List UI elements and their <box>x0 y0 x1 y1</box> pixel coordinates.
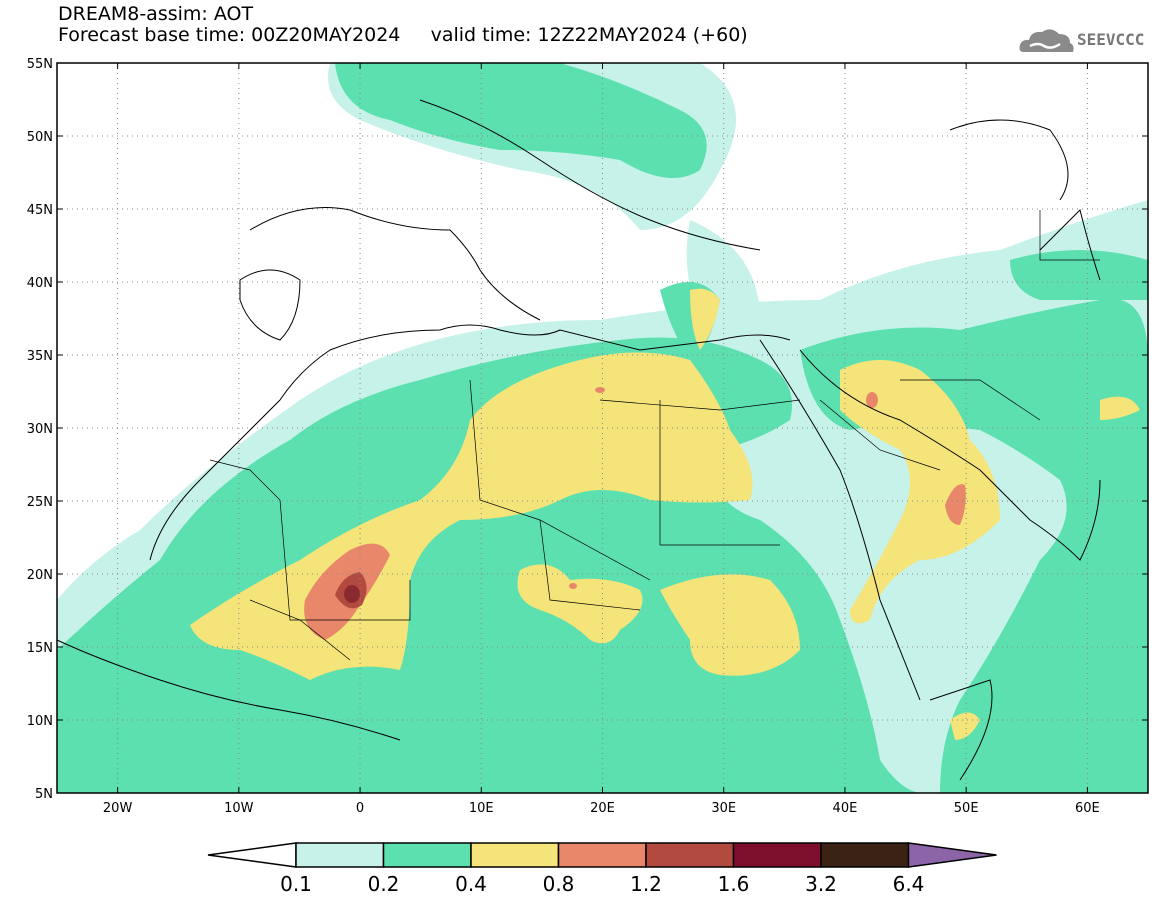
lat-tick-label: 55N <box>27 57 53 72</box>
colorbar-segment <box>382 842 472 868</box>
colorbar-level-label: 0.4 <box>455 872 487 896</box>
lat-tick-label: 10N <box>27 714 53 729</box>
lon-tick-label: 10W <box>224 801 254 816</box>
lon-tick-label: 60E <box>1075 801 1100 816</box>
colorbar-level-label: 0.2 <box>367 872 400 896</box>
lon-tick-label: 50E <box>954 801 979 816</box>
forecast-time-line: Forecast base time: 00Z20MAY2024 valid t… <box>58 24 748 46</box>
logo-text: SEEVCCC <box>1077 30 1145 49</box>
lat-tick-label: 5N <box>35 787 53 802</box>
lat-tick-label: 45N <box>27 203 53 218</box>
colorbar-level-label: 0.1 <box>280 872 312 896</box>
colorbar-level-label: 1.6 <box>717 872 750 896</box>
lon-tick-label: 10E <box>469 801 494 816</box>
colorbar-level-label: 1.2 <box>630 872 662 896</box>
lat-tick-label: 35N <box>27 349 53 364</box>
coastlines <box>56 99 1101 781</box>
lat-tick-labels: 55N 50N 45N 40N 35N 30N 25N 20N 15N 10N 5N <box>27 57 53 802</box>
lat-tick-label: 40N <box>27 276 53 291</box>
colorbar-segment <box>295 842 385 868</box>
country-borders <box>209 210 1100 661</box>
colorbar-segment <box>470 842 560 868</box>
aot-field <box>57 63 1148 793</box>
lon-tick-label: 0 <box>356 801 364 816</box>
lat-tick-label: 20N <box>27 568 53 583</box>
lon-tick-labels: 20W 10W 0 10E 20E 30E 40E 50E 60E <box>103 801 1100 816</box>
lon-tick-label: 30E <box>711 801 736 816</box>
colorbar-under-triangle <box>207 842 297 868</box>
cloud-logo-icon <box>1019 29 1074 52</box>
colorbar-level-label: 0.8 <box>542 872 575 896</box>
graticule <box>57 63 1148 793</box>
lon-tick-label: 20E <box>590 801 615 816</box>
map-title: DREAM8-assim: AOT <box>58 3 254 25</box>
colorbar-level-label: 6.4 <box>892 872 925 896</box>
colorbar-over-triangle <box>907 842 997 868</box>
colorbar-segment <box>557 842 647 868</box>
lat-tick-label: 15N <box>27 641 53 656</box>
colorbar-segment <box>645 842 735 868</box>
lon-tick-label: 20W <box>103 801 133 816</box>
lon-tick-label: 40E <box>833 801 858 816</box>
colorbar <box>207 842 997 868</box>
colorbar-level-label: 3.2 <box>805 872 837 896</box>
colorbar-segment <box>732 842 822 868</box>
lat-tick-label: 25N <box>27 495 53 510</box>
colorbar-segment <box>820 842 910 868</box>
lat-tick-label: 30N <box>27 422 53 437</box>
axis-ticks <box>57 62 1148 794</box>
lat-tick-label: 50N <box>27 130 53 145</box>
